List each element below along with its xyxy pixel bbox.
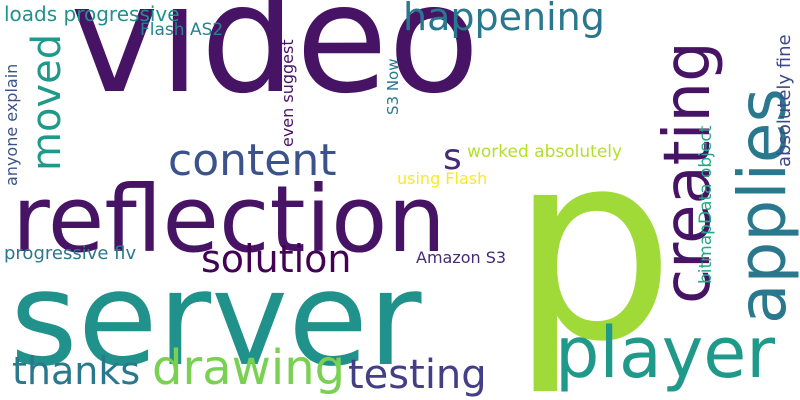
word-amazon-s3: Amazon S3 bbox=[416, 248, 507, 267]
word-anyone-explain: anyone explain bbox=[2, 63, 21, 186]
word-thanks: thanks bbox=[12, 349, 141, 393]
word-solution: solution bbox=[201, 237, 352, 281]
word-progressive-flv: progressive flv bbox=[4, 243, 137, 264]
word-s3-now: S3 Now bbox=[384, 58, 402, 116]
word-server: server bbox=[10, 243, 422, 395]
word-happening: happening bbox=[403, 0, 605, 39]
word-reflection: reflection bbox=[12, 166, 446, 273]
word-player: player bbox=[555, 312, 776, 394]
word-content: content bbox=[168, 135, 337, 186]
word-video: video bbox=[70, 0, 480, 127]
word-bitmapdata-object: bitmapData object bbox=[696, 125, 716, 284]
word-moved: moved bbox=[24, 33, 70, 171]
word-loads-progressive: loads progressive bbox=[4, 2, 180, 26]
word-s: s bbox=[443, 137, 462, 178]
word-testing: testing bbox=[348, 352, 487, 398]
word-p: p bbox=[510, 97, 676, 399]
word-drawing: drawing bbox=[152, 340, 346, 396]
word-worked-absolutely: worked absolutely bbox=[467, 142, 623, 162]
word-using-flash: using Flash bbox=[397, 169, 488, 188]
word-absolutely-fine: absolutely fine bbox=[774, 34, 795, 167]
word-even-suggest: even suggest bbox=[278, 39, 297, 147]
word-flash-as2: Flash AS2 bbox=[140, 20, 224, 40]
